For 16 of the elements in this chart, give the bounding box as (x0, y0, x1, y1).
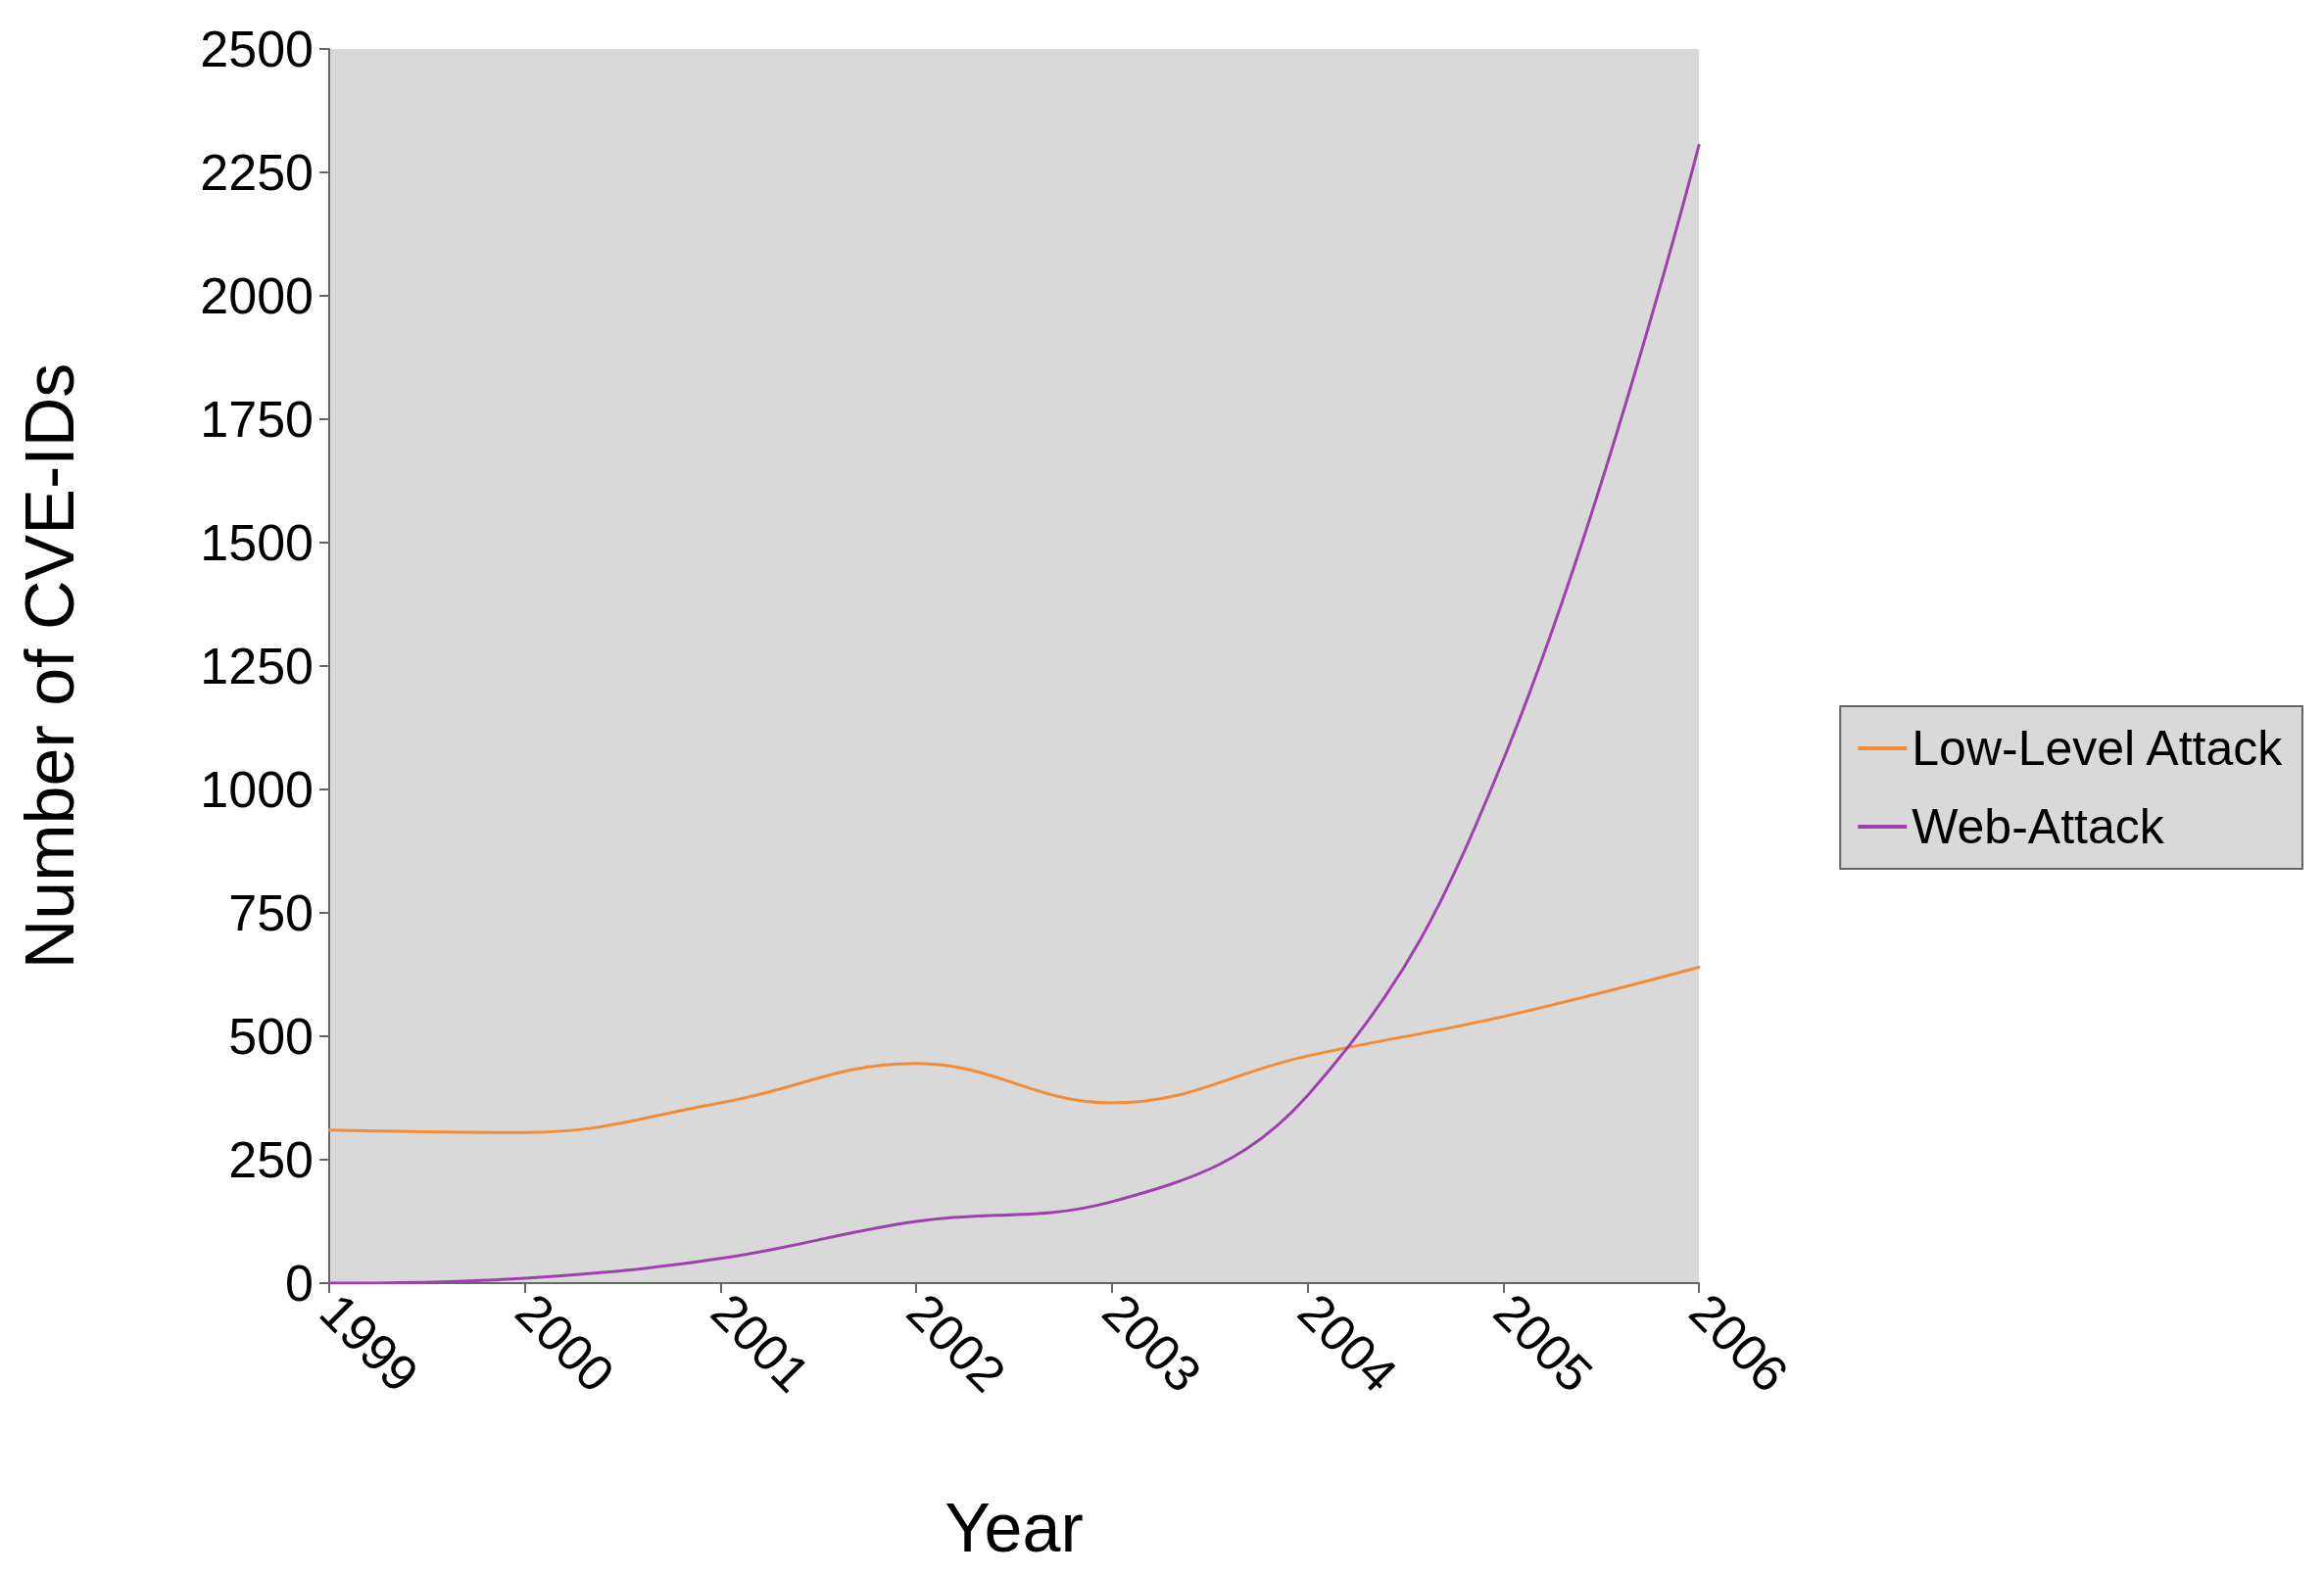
y-tick-label: 2000 (200, 267, 314, 324)
y-tick-label: 500 (228, 1008, 314, 1065)
line-series (327, 965, 1701, 1134)
y-tick-label: 2250 (200, 144, 314, 201)
y-tick-label: 1750 (200, 391, 314, 448)
y-tick-label: 750 (228, 884, 314, 941)
y-tick-label: 1250 (200, 638, 314, 694)
y-tick-label: 2500 (200, 21, 314, 77)
y-tick-label: 1500 (200, 514, 314, 571)
y-tick-label: 250 (228, 1131, 314, 1188)
y-tick-label: 0 (285, 1255, 314, 1312)
legend-label: Low-Level Attack (1912, 721, 2284, 776)
y-tick-label: 1000 (200, 761, 314, 818)
x-axis-title: Year (944, 1490, 1084, 1566)
legend-label: Web-Attack (1912, 799, 2165, 854)
y-axis-title: Number of CVE-IDs (12, 362, 88, 970)
